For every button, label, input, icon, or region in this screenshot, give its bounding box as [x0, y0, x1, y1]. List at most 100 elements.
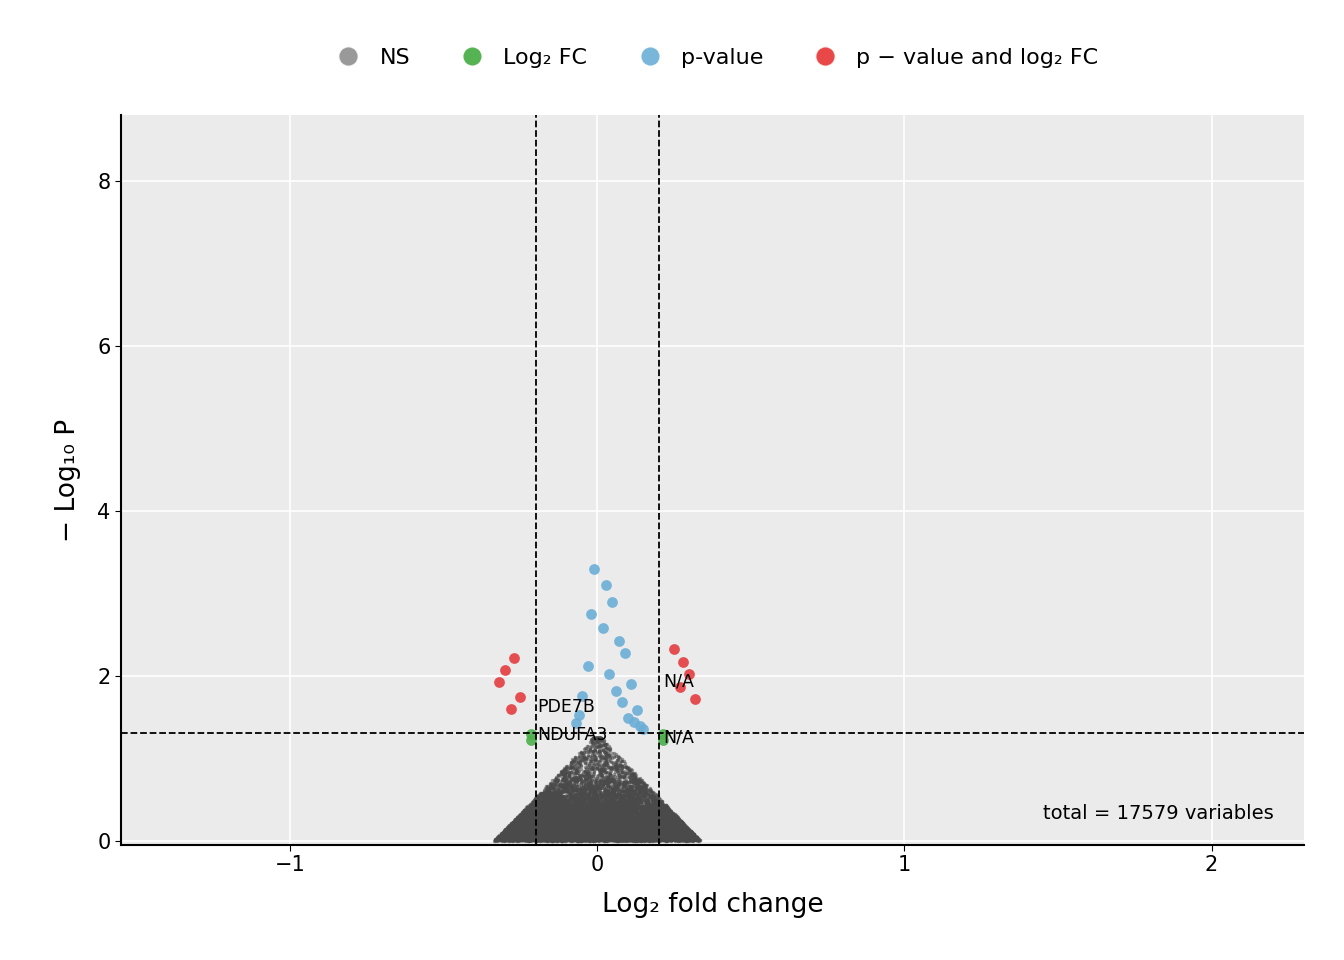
Point [563, 804, 585, 819]
Point [587, 826, 609, 841]
Point [595, 805, 617, 821]
Point [652, 796, 673, 811]
Point [567, 785, 589, 801]
Point [528, 832, 550, 848]
Point [539, 823, 560, 838]
Point [579, 778, 601, 793]
Point [617, 824, 638, 839]
Point [602, 829, 624, 845]
Point [517, 802, 539, 817]
Point [503, 830, 524, 846]
Point [585, 830, 606, 846]
Point [585, 830, 606, 846]
Point [607, 793, 629, 808]
Point [488, 832, 509, 848]
Point [519, 830, 540, 846]
Point [566, 819, 587, 834]
Point [508, 818, 530, 833]
Point [554, 807, 575, 823]
Point [636, 831, 657, 847]
Point [535, 824, 556, 839]
Point [534, 815, 555, 830]
Point [626, 824, 648, 839]
Point [605, 758, 626, 774]
Point [562, 820, 583, 835]
Point [536, 817, 558, 832]
Point [624, 798, 645, 813]
Point [624, 828, 645, 843]
Point [551, 829, 573, 845]
Point [601, 746, 622, 761]
Point [628, 805, 649, 821]
Point [530, 802, 551, 817]
Point [648, 790, 669, 805]
Point [645, 799, 667, 814]
Point [629, 793, 650, 808]
Point [620, 782, 641, 798]
Point [528, 788, 550, 804]
Point [542, 828, 563, 843]
Point [640, 807, 661, 823]
Point [555, 817, 577, 832]
Point [638, 803, 660, 818]
Point [645, 807, 667, 823]
Point [656, 830, 677, 846]
Point [578, 832, 599, 848]
Point [528, 829, 550, 845]
Point [559, 782, 581, 798]
Point [646, 804, 668, 820]
Point [523, 812, 544, 828]
Point [532, 826, 554, 841]
Point [590, 823, 612, 838]
Point [607, 829, 629, 845]
Point [495, 829, 516, 845]
Point [659, 820, 680, 835]
Point [570, 823, 591, 838]
Point [530, 825, 551, 840]
Point [620, 811, 641, 827]
Point [492, 827, 513, 842]
Point [534, 818, 555, 833]
Point [559, 832, 581, 848]
Point [578, 818, 599, 833]
Point [569, 832, 590, 848]
Point [499, 829, 520, 845]
Point [593, 787, 614, 803]
Point [645, 817, 667, 832]
Point [659, 831, 680, 847]
Point [574, 776, 595, 791]
Point [515, 828, 536, 843]
Point [655, 828, 676, 843]
Point [527, 811, 548, 827]
Point [599, 832, 621, 848]
Point [578, 738, 599, 754]
Point [617, 829, 638, 845]
Point [594, 828, 616, 844]
Point [583, 730, 605, 745]
Point [587, 819, 609, 834]
Point [513, 806, 535, 822]
Point [513, 824, 535, 839]
Point [543, 791, 564, 806]
Point [550, 766, 571, 781]
Point [505, 829, 527, 845]
Point [605, 827, 626, 842]
Point [653, 823, 675, 838]
Point [599, 799, 621, 814]
Point [556, 820, 578, 835]
Point [633, 821, 655, 836]
Point [564, 822, 586, 837]
Point [585, 815, 606, 830]
Point [685, 832, 707, 848]
Point [620, 812, 641, 828]
Point [531, 827, 552, 842]
Point [638, 798, 660, 813]
Point [509, 827, 531, 842]
Point [656, 798, 677, 813]
Point [586, 811, 607, 827]
Point [681, 833, 703, 849]
Point [581, 821, 602, 836]
Point [558, 792, 579, 807]
Point [515, 823, 536, 838]
Point [582, 804, 603, 819]
